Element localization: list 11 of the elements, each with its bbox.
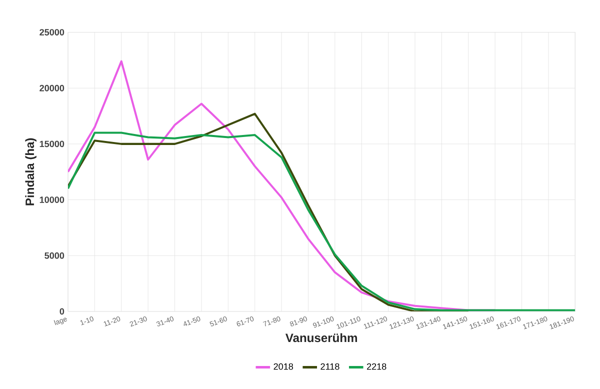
legend-label: 2018	[274, 363, 294, 370]
y-tick-label: 20000	[40, 84, 64, 92]
legend-label: 2118	[320, 363, 340, 370]
y-tick-label: 0	[60, 308, 64, 314]
y-tick-label: 25000	[40, 28, 64, 36]
y-tick-label: 5000	[44, 252, 64, 259]
legend-label: 2218	[366, 363, 386, 370]
y-tick-label: 15000	[40, 140, 64, 147]
y-tick-label: 10000	[40, 196, 64, 203]
x-axis-title: Vanuserühm	[285, 333, 357, 342]
y-axis-title: Pindala (ha)	[25, 138, 36, 205]
